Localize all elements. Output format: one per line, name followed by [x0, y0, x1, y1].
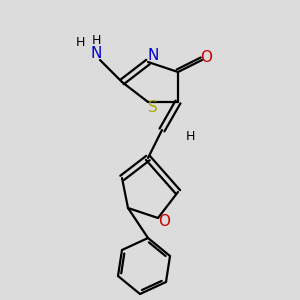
Text: H: H — [185, 130, 195, 142]
Text: S: S — [148, 100, 158, 116]
Text: H: H — [75, 35, 85, 49]
Text: O: O — [200, 50, 212, 65]
Text: H: H — [91, 34, 101, 46]
Text: N: N — [147, 47, 159, 62]
Text: O: O — [158, 214, 170, 230]
Text: N: N — [90, 46, 102, 62]
